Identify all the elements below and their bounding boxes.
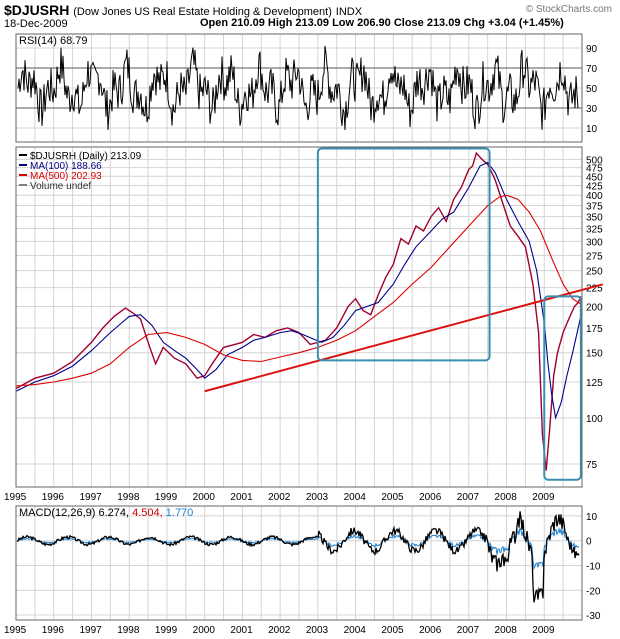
legend-swatch xyxy=(19,174,27,176)
x-tick-label: 1996 xyxy=(42,492,65,503)
price-tick-label: 250 xyxy=(586,267,603,278)
x-tick-label: 1995 xyxy=(4,492,27,503)
price-tick-label: 150 xyxy=(586,349,603,360)
macd-tick-label: 0 xyxy=(586,537,592,548)
panel-frame xyxy=(15,33,583,143)
macd-title-label: MACD(12,26,9) xyxy=(19,507,98,519)
x-tick-label: 2003 xyxy=(306,625,329,636)
panel-frame xyxy=(15,146,583,488)
price-tick-label: 100 xyxy=(586,414,603,425)
x-tick-label: 2006 xyxy=(419,625,442,636)
x-tick-label: 2008 xyxy=(495,625,518,636)
price-tick-label: 75 xyxy=(586,460,598,471)
exchange: INDX xyxy=(335,6,363,18)
price-panel: 75 100 125 150 175 200 225 250 275 30032535037540… xyxy=(15,146,604,488)
rsi-tick-label: 50 xyxy=(586,84,598,95)
price-tick-label: 125 xyxy=(586,378,603,389)
macd-value: 6.274, xyxy=(98,507,132,519)
x-tick-label: 2006 xyxy=(419,492,442,503)
x-tick-label: 2003 xyxy=(306,492,329,503)
x-axis-labels: 1995 1996 1997 1998 1999 2000 2001 2002 2003 2004… xyxy=(4,492,555,636)
rsi-tick-label: 10 xyxy=(586,124,598,135)
rsi-tick-label: 30 xyxy=(586,104,598,115)
price-tick-label: 475 xyxy=(586,164,603,175)
x-tick-label: 2001 xyxy=(230,625,253,636)
price-tick-label: 350 xyxy=(586,213,603,224)
x-tick-label: 1997 xyxy=(79,625,102,636)
x-tick-label: 2000 xyxy=(193,625,216,636)
macd-tick-label: -10 xyxy=(586,561,601,572)
x-tick-label: 2005 xyxy=(381,492,404,503)
series-line-djusrh xyxy=(15,151,582,471)
x-tick-label: 2002 xyxy=(268,492,291,503)
x-tick-label: 1997 xyxy=(79,492,102,503)
macd-line xyxy=(16,511,580,603)
price-tick-label: 225 xyxy=(586,284,603,295)
chart-header-symbol: $DJUSRH (Dow Jones US Real Estate Holdin… xyxy=(4,2,362,18)
macd-title: MACD(12,26,9) 6.274, 4.504, 1.770 xyxy=(19,507,193,519)
price-tick-label: 375 xyxy=(586,202,603,213)
panel-frame xyxy=(15,505,583,621)
macd-value: 4.504, xyxy=(132,507,166,519)
highlight-box xyxy=(543,295,582,481)
x-tick-label: 2009 xyxy=(532,625,555,636)
chart-date: 18-Dec-2009 xyxy=(4,18,68,30)
price-tick-label: 400 xyxy=(586,191,603,202)
rsi-tick-label: 90 xyxy=(586,44,598,55)
x-tick-label: 2009 xyxy=(532,492,555,503)
x-tick-label: 1998 xyxy=(117,625,140,636)
index-name: (Dow Jones US Real Estate Holding & Deve… xyxy=(73,6,332,18)
legend-swatch xyxy=(19,154,27,156)
legend-swatch xyxy=(19,164,27,166)
x-tick-label: 2008 xyxy=(495,492,518,503)
price-tick-label: 175 xyxy=(586,324,603,335)
x-tick-label: 2001 xyxy=(230,492,253,503)
x-tick-label: 2004 xyxy=(344,492,367,503)
price-tick-label: 275 xyxy=(586,251,603,262)
price-tick-label: 425 xyxy=(586,181,603,192)
price-tick-label: 450 xyxy=(586,172,603,183)
watermark: © StockCharts.com xyxy=(525,4,612,15)
x-tick-label: 2007 xyxy=(457,625,480,636)
series-line-ma500 xyxy=(15,194,582,387)
x-tick-label: 1996 xyxy=(42,625,65,636)
legend-entry: MA(500) 202.93 xyxy=(30,171,102,182)
x-tick-label: 1995 xyxy=(4,625,27,636)
x-tick-label: 2004 xyxy=(344,625,367,636)
x-tick-label: 2007 xyxy=(457,492,480,503)
price-tick-label: 325 xyxy=(586,225,603,236)
rsi-title: RSI(14) 68.79 xyxy=(19,35,87,47)
highlight-box xyxy=(316,147,491,362)
price-tick-label: 200 xyxy=(586,303,603,314)
price-tick-label: 300 xyxy=(586,237,603,248)
macd-panel: 10 0 -10 -20 -30 MACD(12,26,9) 6.274, 4.504, … xyxy=(15,505,601,622)
x-tick-label: 1999 xyxy=(155,625,178,636)
macd-tick-label: -20 xyxy=(586,586,601,597)
rsi-line xyxy=(17,45,579,131)
symbol: $DJUSRH xyxy=(4,2,70,18)
x-tick-label: 2005 xyxy=(381,625,404,636)
macd-value: 1.770 xyxy=(166,507,194,519)
rsi-tick-label: 70 xyxy=(586,64,598,75)
x-tick-label: 1998 xyxy=(117,492,140,503)
macd-tick-label: -30 xyxy=(586,611,601,622)
price-tick-label: 500 xyxy=(586,155,603,166)
legend-entry: $DJUSRH (Daily) 213.09 xyxy=(30,151,142,162)
support-trendline xyxy=(204,283,604,393)
quote-line: Open 210.09 High 213.09 Low 206.90 Close… xyxy=(200,17,564,29)
x-tick-label: 1999 xyxy=(155,492,178,503)
macd-tick-label: 10 xyxy=(586,512,598,523)
legend-swatch xyxy=(19,184,27,186)
legend-entry: Volume undef xyxy=(30,181,91,192)
x-tick-label: 2000 xyxy=(193,492,216,503)
legend-entry: MA(100) 188.66 xyxy=(30,161,102,172)
rsi-panel: 10 30 50 70 90 RSI(14) 68.79 xyxy=(15,33,598,143)
x-tick-label: 2002 xyxy=(268,625,291,636)
